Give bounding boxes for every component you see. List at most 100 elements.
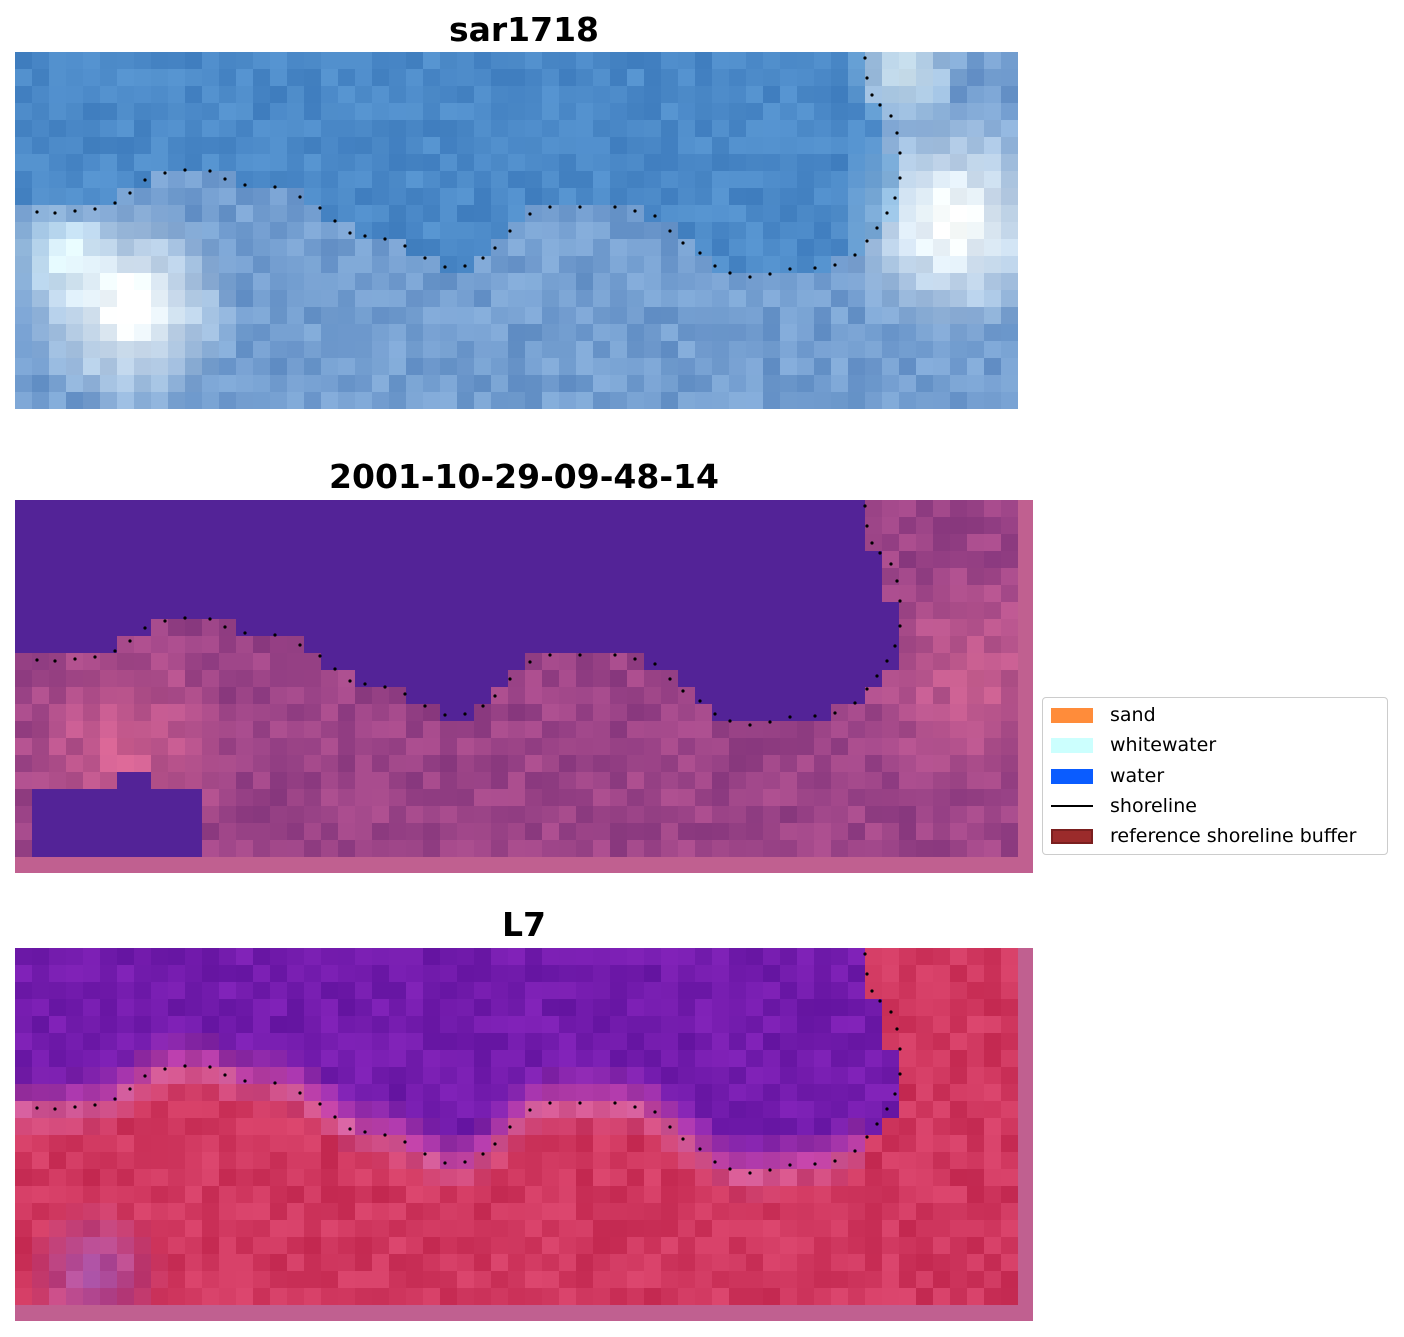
shoreline-dot (113, 1097, 117, 1101)
shoreline-dot (613, 205, 617, 209)
mndwi-pixel-grid (0, 948, 1040, 1324)
shoreline-dot (363, 234, 367, 238)
shoreline-dot (898, 176, 902, 180)
shoreline-dot (348, 231, 352, 235)
shoreline-dot (853, 253, 857, 257)
shoreline-dot (508, 1125, 512, 1129)
legend-item-shoreline: shoreline (1051, 795, 1197, 817)
shoreline-dot (865, 972, 869, 976)
shoreline-dots-mndwi (35, 952, 902, 1175)
shoreline-dot (653, 662, 657, 666)
shoreline-dot (481, 256, 485, 260)
shoreline-dot (528, 212, 532, 216)
shoreline-dot (403, 1140, 407, 1144)
shoreline-dot (163, 619, 167, 623)
shoreline-dot (403, 244, 407, 248)
shoreline-dot (813, 266, 817, 270)
shoreline-dot (528, 660, 532, 664)
shoreline-dot (128, 639, 132, 643)
shoreline-dot (318, 206, 322, 210)
shoreline-dot (865, 239, 869, 243)
shoreline-dot (653, 214, 657, 218)
shoreline-dot (53, 211, 57, 215)
shoreline-dot (273, 1081, 277, 1085)
legend-item-sand: sand (1051, 704, 1156, 726)
shoreline-dot (728, 1167, 732, 1171)
shoreline-dot (878, 103, 882, 107)
shoreline-dot (363, 1130, 367, 1134)
shoreline-dot (898, 1047, 902, 1051)
shoreline-dot (613, 653, 617, 657)
classified-pixel-grid (0, 500, 1040, 876)
shoreline-dot (143, 626, 147, 630)
shoreline-dot (633, 657, 637, 661)
shoreline-dot (875, 226, 879, 230)
shoreline-dot (113, 649, 117, 653)
shoreline-dot (333, 667, 337, 671)
panel-title-rgb: sar1718 (448, 10, 600, 49)
shoreline-dot (885, 1107, 889, 1111)
shoreline-dot (893, 644, 897, 648)
shoreline-dot (35, 210, 39, 214)
shoreline-dot (548, 653, 552, 657)
shoreline-dot (713, 712, 717, 716)
mndwi-image-panel (0, 948, 1040, 1324)
shoreline-dot (348, 679, 352, 683)
shoreline-dot (423, 1152, 427, 1156)
shoreline-dot (768, 720, 772, 724)
shoreline-dot (243, 631, 247, 635)
legend-label-reference-buffer: reference shoreline buffer (1110, 825, 1357, 847)
shoreline-dot (865, 76, 869, 80)
legend-label-water: water (1110, 765, 1165, 787)
shoreline-dot (728, 271, 732, 275)
shoreline-dot (273, 185, 277, 189)
shoreline-dot (243, 183, 247, 187)
shoreline-dot (298, 1091, 302, 1095)
shoreline-dot (853, 1149, 857, 1153)
shoreline-dot (878, 999, 882, 1003)
shoreline-dot (183, 1064, 187, 1068)
shoreline-dot (333, 1115, 337, 1119)
shoreline-dot (863, 504, 867, 508)
shoreline-dot (348, 1127, 352, 1131)
shoreline-line-swatch (1051, 805, 1093, 807)
shoreline-dot (528, 1108, 532, 1112)
shoreline-dot (423, 704, 427, 708)
shoreline-dot (875, 1122, 879, 1126)
shoreline-dot (93, 1103, 97, 1107)
shoreline-dot (633, 1105, 637, 1109)
shoreline-dot (875, 674, 879, 678)
reference-buffer-swatch (1051, 828, 1093, 844)
shoreline-dot (863, 56, 867, 60)
shoreline-dot (53, 1107, 57, 1111)
shoreline-dot (681, 1137, 685, 1141)
shoreline-dot (163, 1067, 167, 1071)
shoreline-dot (318, 654, 322, 658)
shoreline-dot (728, 719, 732, 723)
shoreline-dot (318, 1102, 322, 1106)
shoreline-dot (698, 251, 702, 255)
shoreline-dot (788, 1163, 792, 1167)
shoreline-dot (870, 541, 874, 545)
shoreline-dot (383, 685, 387, 689)
shoreline-dot (93, 207, 97, 211)
water-swatch (1051, 768, 1093, 784)
shoreline-dot (870, 989, 874, 993)
shoreline-dot (363, 682, 367, 686)
shoreline-dot (633, 209, 637, 213)
shoreline-dot (768, 1168, 772, 1172)
shoreline-dot (463, 712, 467, 716)
shoreline-dots-rgb (35, 56, 902, 279)
shoreline-dot (443, 265, 447, 269)
shoreline-dot (898, 151, 902, 155)
shoreline-dot (898, 1072, 902, 1076)
shoreline-dot (493, 694, 497, 698)
panel-title-classified: 2001-10-29-09-48-14 (329, 457, 719, 496)
shoreline-dot (493, 246, 497, 250)
shoreline-dot (870, 93, 874, 97)
shoreline-dot (788, 267, 792, 271)
shoreline-dot (865, 1135, 869, 1139)
shoreline-dot (748, 1171, 752, 1175)
shoreline-dot (143, 1074, 147, 1078)
legend-item-reference-buffer: reference shoreline buffer (1051, 825, 1356, 847)
